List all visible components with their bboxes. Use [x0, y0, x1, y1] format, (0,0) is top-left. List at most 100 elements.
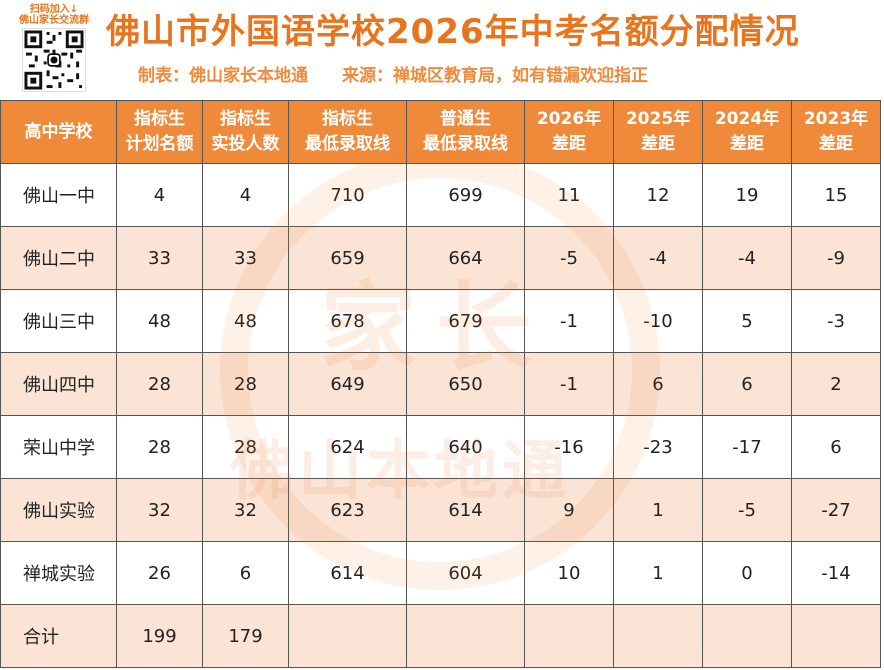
school-name-cell: 禅城实验 [0, 541, 117, 605]
table-cell: -5 [524, 226, 614, 290]
table-cell: 15 [791, 163, 881, 227]
table-row: 佛山一中 4 4 710 699 11 12 19 15 [0, 163, 881, 227]
column-header-line: 差距 [819, 134, 853, 154]
table-cell: 699 [406, 163, 525, 227]
column-header: 2025年 差距 [613, 100, 703, 164]
column-header-line: 指标生 [322, 109, 373, 129]
table-cell: 9 [524, 478, 614, 542]
table-cell: -1 [524, 352, 614, 416]
table-cell [524, 604, 614, 668]
column-header-line: 高中学校 [24, 121, 93, 142]
table-cell: 640 [406, 415, 525, 479]
qr-code-icon[interactable] [22, 28, 86, 92]
school-name-cell: 佛山实验 [0, 478, 117, 542]
table-cell: 33 [202, 226, 289, 290]
table-cell: -27 [791, 478, 881, 542]
table-cell: -4 [702, 226, 792, 290]
table-cell: -9 [791, 226, 881, 290]
column-header-line: 2026年 [536, 109, 602, 129]
table-cell: 1 [613, 478, 703, 542]
table-row: 佛山四中 28 28 649 650 -1 6 6 2 [0, 352, 881, 416]
table-cell [702, 604, 792, 668]
column-header: 2024年差距 [702, 100, 792, 164]
column-header: 指标生 计划名额 [116, 100, 203, 164]
table-row: 佛山二中 33 33 659 664 -5 -4 -4 -9 [0, 226, 881, 290]
table-cell: 4 [116, 163, 203, 227]
school-name-cell: 佛山三中 [0, 289, 117, 353]
table-cell [613, 604, 703, 668]
table-cell: 679 [406, 289, 525, 353]
table-cell: -5 [702, 478, 792, 542]
column-header-line: 指标生 [134, 109, 185, 129]
table-cell: 26 [116, 541, 203, 605]
column-header-line: 2024年 [714, 109, 780, 129]
table-cell: 199 [116, 604, 203, 668]
table-cell: 664 [406, 226, 525, 290]
column-header-line: 2023年 [803, 109, 869, 129]
table-cell: -4 [613, 226, 703, 290]
table-cell: -16 [524, 415, 614, 479]
table-cell: 6 [702, 352, 792, 416]
qr-block: 扫码加入↓ 佛山家长交流群 [14, 4, 94, 96]
table-cell: 6 [613, 352, 703, 416]
column-header: 高中学校 [0, 100, 117, 164]
column-header-line: 最低录取线 [305, 134, 390, 154]
column-header-line: 普通生 [440, 109, 491, 129]
column-header-line: 计划名额 [125, 134, 194, 154]
column-header-line: 指标生 [220, 109, 271, 129]
table-cell: 649 [288, 352, 407, 416]
school-name-cell: 合计 [0, 604, 117, 668]
table-cell: 710 [288, 163, 407, 227]
table-cell: 33 [116, 226, 203, 290]
table-cell: 28 [116, 415, 203, 479]
table-cell: 650 [406, 352, 525, 416]
table-cell: 6 [791, 415, 881, 479]
page-subtitle: 制表：佛山家长本地通 来源：禅城区教育局，如有错漏欢迎指正 [138, 64, 648, 88]
table-cell: 28 [202, 352, 289, 416]
school-name-cell: 佛山二中 [0, 226, 117, 290]
table-cell: 624 [288, 415, 407, 479]
column-header-line: 实投人数 [211, 134, 280, 154]
source-label: 来源：禅城区教育局，如有错漏欢迎指正 [342, 66, 648, 86]
table-cell: 659 [288, 226, 407, 290]
table-row: 禅城实验 26 6 614 604 10 1 0 -14 [0, 541, 881, 605]
table-cell: 28 [116, 352, 203, 416]
column-header: 指标生 最低录取线 [288, 100, 407, 164]
table-cell: -10 [613, 289, 703, 353]
table-cell [791, 604, 881, 668]
table-cell: 28 [202, 415, 289, 479]
column-header-line: 差距 [730, 134, 764, 154]
table-cell: 5 [702, 289, 792, 353]
quota-table: 高中学校 指标生 计划名额 指标生 实投人数 指标生 最低录取线 普通生 最低录取线 2026年差… [0, 100, 881, 668]
table-cell: 11 [524, 163, 614, 227]
school-name-cell: 佛山一中 [0, 163, 117, 227]
column-header: 普通生 最低录取线 [406, 100, 525, 164]
column-header-line: 2025年 [625, 109, 691, 129]
table-header-row: 高中学校 指标生 计划名额 指标生 实投人数 指标生 最低录取线 普通生 最低录取线 2026年差… [0, 100, 881, 164]
table-cell: -3 [791, 289, 881, 353]
table-row: 合计 199 179 [0, 604, 881, 668]
qr-caption-line1: 扫码加入↓ [29, 4, 79, 15]
table-cell: 1 [613, 541, 703, 605]
table-row: 佛山三中 48 48 678 679 -1 -10 5 -3 [0, 289, 881, 353]
table-cell: 32 [116, 478, 203, 542]
table-cell: 0 [702, 541, 792, 605]
school-name-cell: 荣山中学 [0, 415, 117, 479]
table-cell: -23 [613, 415, 703, 479]
table-cell: 678 [288, 289, 407, 353]
table-cell: -17 [702, 415, 792, 479]
table-cell: -14 [791, 541, 881, 605]
table-cell: 10 [524, 541, 614, 605]
table-cell: 48 [116, 289, 203, 353]
table-cell: 48 [202, 289, 289, 353]
column-header: 2023年差距 [791, 100, 881, 164]
table-cell: 604 [406, 541, 525, 605]
table-cell: 179 [202, 604, 289, 668]
table-cell: 4 [202, 163, 289, 227]
table-cell: -1 [524, 289, 614, 353]
table-cell: 32 [202, 478, 289, 542]
table-cell: 12 [613, 163, 703, 227]
table-cell: 614 [288, 541, 407, 605]
qr-caption-line2: 佛山家长交流群 [19, 15, 89, 26]
table-cell: 623 [288, 478, 407, 542]
